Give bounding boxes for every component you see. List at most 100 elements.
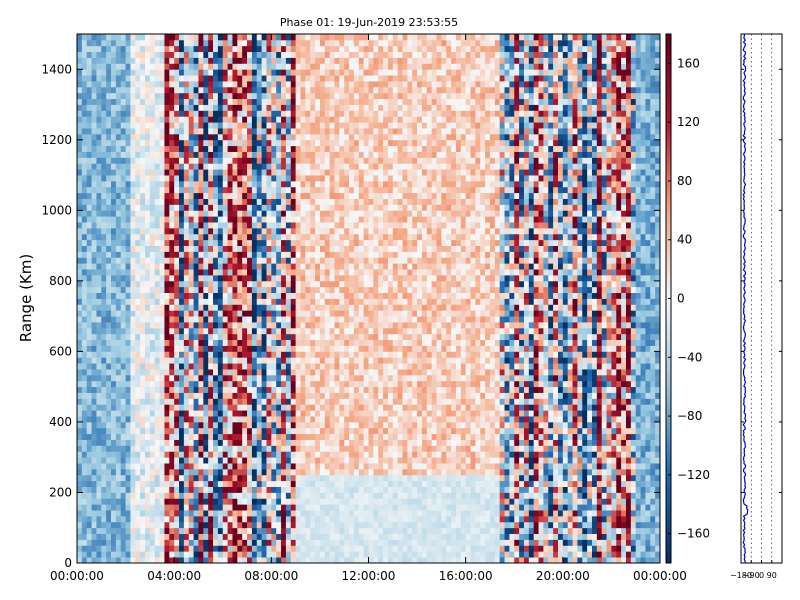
heatmap-cell xyxy=(86,339,92,346)
heatmap-cell xyxy=(271,310,277,317)
heatmap-cell xyxy=(319,351,326,358)
heatmap-cell xyxy=(179,274,185,282)
heatmap-cell xyxy=(329,351,335,358)
heatmap-cell xyxy=(227,345,233,352)
heatmap-cell xyxy=(81,269,88,276)
heatmap-cell xyxy=(174,57,180,64)
heatmap-cell xyxy=(169,333,175,341)
heatmap-cell xyxy=(242,192,248,199)
heatmap-cell xyxy=(276,416,282,423)
heatmap-cell xyxy=(140,445,146,452)
heatmap-cell xyxy=(101,292,107,299)
heatmap-cell xyxy=(266,386,272,393)
heatmap-cell xyxy=(164,474,170,482)
heatmap-cell xyxy=(164,380,170,388)
heatmap-cell xyxy=(106,539,112,546)
heatmap-cell xyxy=(96,122,102,129)
heatmap-cell xyxy=(179,110,185,117)
heatmap-cell xyxy=(251,468,258,476)
heatmap-cell xyxy=(120,45,126,53)
heatmap-cell xyxy=(251,298,258,305)
heatmap-cell xyxy=(96,510,102,517)
heatmap-cell xyxy=(266,104,272,111)
heatmap-cell xyxy=(271,57,277,64)
heatmap-cell xyxy=(81,251,88,258)
heatmap-cell xyxy=(164,427,170,435)
heatmap-cell xyxy=(285,392,292,399)
heatmap-cell xyxy=(159,269,165,276)
heatmap-cell xyxy=(281,539,287,546)
heatmap-cell xyxy=(135,527,141,535)
heatmap-cell xyxy=(140,51,146,58)
heatmap-cell xyxy=(96,416,102,423)
heatmap-cell xyxy=(149,204,156,211)
heatmap-cell xyxy=(261,433,267,440)
heatmap-cell xyxy=(227,34,233,41)
heatmap-cell xyxy=(101,416,107,423)
heatmap-cell xyxy=(159,186,165,194)
heatmap-cell xyxy=(295,386,301,393)
heatmap-cell xyxy=(96,539,102,546)
heatmap-cell xyxy=(319,457,326,464)
heatmap-cell xyxy=(164,98,170,105)
heatmap-cell xyxy=(111,239,117,246)
heatmap-cell xyxy=(111,410,117,417)
heatmap-cell xyxy=(339,468,345,476)
heatmap-cell xyxy=(188,421,194,429)
heatmap-cell xyxy=(188,157,194,164)
heatmap-cell xyxy=(77,286,83,294)
heatmap-cell xyxy=(120,116,126,123)
heatmap-cell xyxy=(247,486,253,493)
heatmap-cell xyxy=(111,245,117,252)
heatmap-cell xyxy=(135,269,141,276)
heatmap-cell xyxy=(115,369,122,376)
heatmap-cell xyxy=(208,104,214,111)
heatmap-cell xyxy=(203,545,209,552)
heatmap-cell xyxy=(261,463,267,470)
heatmap-cell xyxy=(300,298,306,305)
heatmap-cell xyxy=(179,57,185,64)
heatmap-cell xyxy=(174,322,180,329)
heatmap-cell xyxy=(169,292,175,299)
heatmap-cell xyxy=(203,333,209,341)
heatmap-cell xyxy=(271,374,277,382)
heatmap-cell xyxy=(261,257,267,264)
heatmap-cell xyxy=(125,539,131,546)
heatmap-cell xyxy=(305,345,311,352)
heatmap-cell xyxy=(106,145,112,152)
heatmap-cell xyxy=(140,145,146,152)
heatmap-cell xyxy=(208,92,214,100)
heatmap-cell xyxy=(232,304,238,311)
heatmap-cell xyxy=(198,227,204,235)
heatmap-cell xyxy=(247,439,253,446)
heatmap-cell xyxy=(247,69,253,76)
heatmap-cell xyxy=(281,186,287,194)
heatmap-cell xyxy=(237,369,243,376)
heatmap-cell xyxy=(149,539,156,546)
heatmap-cell xyxy=(319,433,326,440)
heatmap-cell xyxy=(188,298,194,305)
heatmap-cell xyxy=(217,557,224,564)
heatmap-cell xyxy=(130,286,136,294)
heatmap-cell xyxy=(261,81,267,88)
heatmap-cell xyxy=(149,515,156,523)
heatmap-cell xyxy=(315,192,321,199)
heatmap-cell xyxy=(174,257,180,264)
heatmap-cell xyxy=(198,439,204,446)
heatmap-cell xyxy=(271,186,277,194)
heatmap-cell xyxy=(149,363,156,370)
heatmap-cell xyxy=(115,216,122,223)
heatmap-cell xyxy=(213,545,219,552)
heatmap-cell xyxy=(315,339,321,346)
heatmap-cell xyxy=(324,175,331,182)
heatmap-cell xyxy=(324,369,331,376)
heatmap-cell xyxy=(125,81,131,88)
heatmap-cell xyxy=(174,133,180,141)
heatmap-cell xyxy=(86,139,92,147)
heatmap-cell xyxy=(276,339,282,346)
heatmap-cell xyxy=(77,374,83,382)
heatmap-cell xyxy=(329,468,335,476)
heatmap-cell xyxy=(227,416,233,423)
heatmap-cell xyxy=(271,527,277,535)
heatmap-cell xyxy=(213,122,219,129)
